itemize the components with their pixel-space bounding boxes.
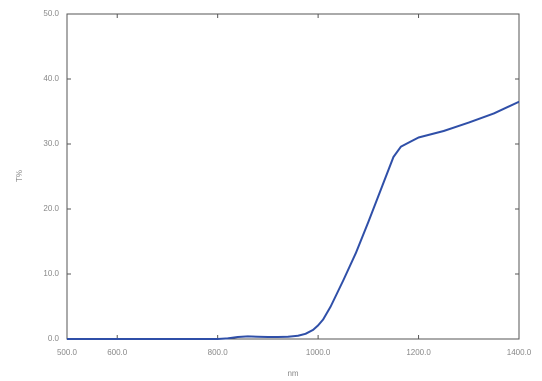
y-tick-label: 0.0 bbox=[48, 334, 60, 343]
x-tick-label: 1000.0 bbox=[306, 348, 331, 357]
data-line bbox=[67, 100, 520, 340]
x-tick-label: 1400.0 bbox=[507, 348, 532, 357]
y-tick-label: 10.0 bbox=[43, 269, 59, 278]
y-axis-label: T% bbox=[15, 170, 24, 182]
y-tick-label: 40.0 bbox=[43, 74, 59, 83]
x-tick-label: 600.0 bbox=[107, 348, 128, 357]
x-tick-label: 800.0 bbox=[208, 348, 229, 357]
x-tick-label: 500.0 bbox=[57, 348, 78, 357]
y-tick-label: 30.0 bbox=[43, 139, 59, 148]
x-axis-label: nm bbox=[287, 369, 298, 378]
x-tick-label: 1200.0 bbox=[406, 348, 431, 357]
y-tick-label: 20.0 bbox=[43, 204, 59, 213]
y-tick-label: 50.0 bbox=[43, 9, 59, 18]
plot-frame bbox=[66, 13, 520, 340]
